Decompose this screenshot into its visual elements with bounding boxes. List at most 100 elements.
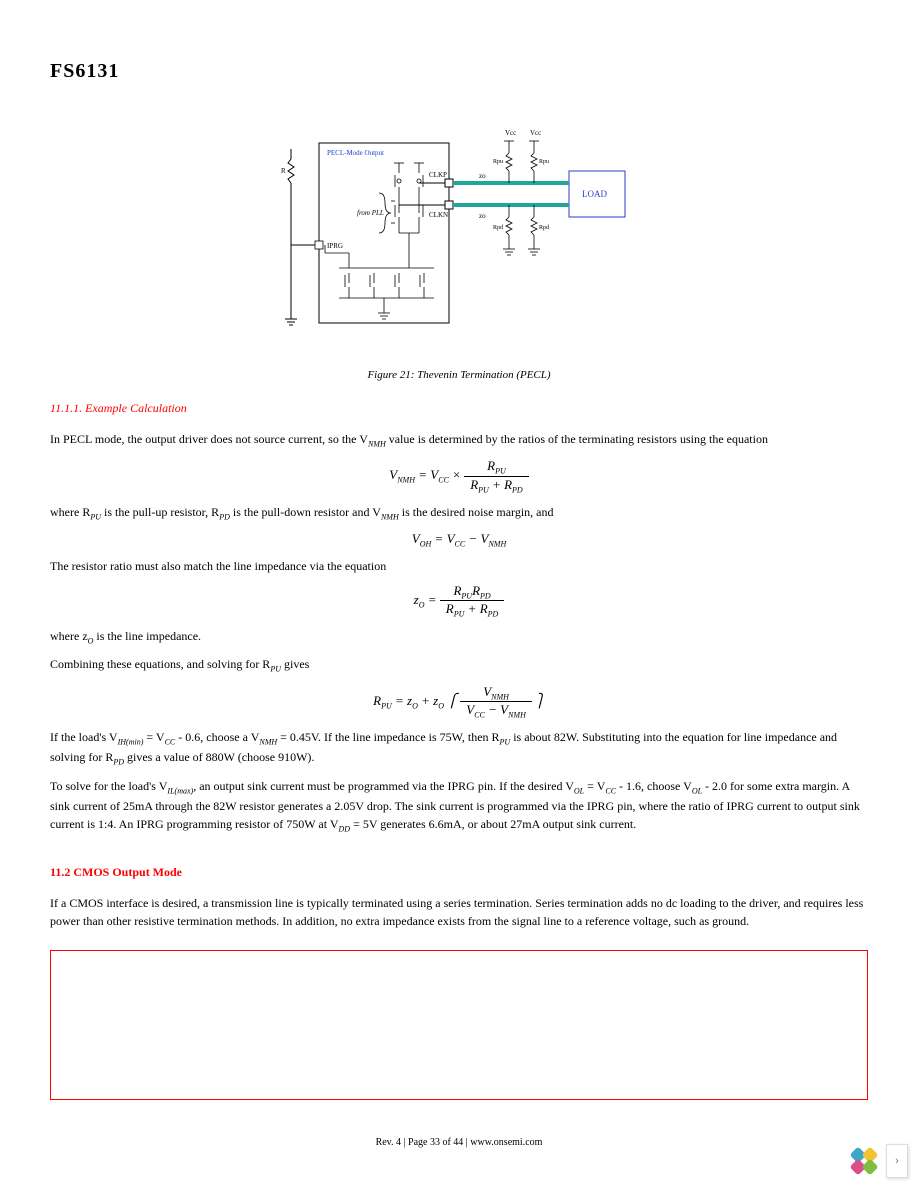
eq4-plus1: + [421, 693, 433, 708]
eq1-lhs-sub: NMH [397, 476, 415, 485]
eq3-dena: R [446, 601, 454, 616]
p2c: is the pull-down resistor and V [230, 505, 381, 519]
clkp-label: CLKP [429, 171, 447, 179]
clover-logo-icon [850, 1147, 878, 1175]
eq4-dena: V [466, 702, 474, 717]
rpu-1: Rpu [493, 159, 503, 165]
eq1-plus: + [489, 477, 504, 492]
eq3-plus: + [464, 601, 479, 616]
p4a: where z [50, 629, 88, 643]
equation-3: zO = RPURPD RPU + RPD [50, 583, 868, 619]
p6b-sub: CC [165, 737, 176, 746]
figure-21-caption: Figure 21: Thevenin Termination (PECL) [50, 369, 868, 381]
paragraph-2: where RPU is the pull-up resistor, RPD i… [50, 503, 868, 523]
eq4-dena-sub: CC [474, 711, 485, 720]
eq4-minus: − [485, 702, 500, 717]
eq4-denb: V [500, 702, 508, 717]
block-label: PECL-Mode Output [327, 149, 384, 157]
section-11-1-1-heading: 11.1.1. Example Calculation [50, 401, 868, 416]
empty-red-bordered-box [50, 950, 868, 1100]
eq3-lhs-sub: O [419, 600, 425, 609]
eq4-num-sub: NMH [491, 692, 509, 701]
zo-bot: zo [479, 212, 486, 220]
p5b: gives [281, 657, 309, 671]
p5a: Combining these equations, and solving f… [50, 657, 270, 671]
thevenin-termination-diagram: PECL-Mode Output from PLL IPRG R [279, 123, 639, 353]
section-11-2-heading: 11.2 CMOS Output Mode [50, 865, 868, 880]
p1a-sub: NMH [368, 439, 386, 448]
p2d: is the desired noise margin, and [399, 505, 554, 519]
rpd-2: Rpd [539, 225, 549, 231]
viewer-nav-widget: › [850, 1144, 908, 1178]
eq1-dena-sub: PU [478, 486, 489, 495]
next-page-button[interactable]: › [886, 1144, 908, 1178]
eq2-b-sub: NMH [488, 540, 506, 549]
equation-1: VNMH = VCC × RPU RPU + RPD [50, 458, 868, 494]
p6b: = V [143, 730, 164, 744]
eq4-denb-sub: NMH [508, 711, 526, 720]
eq4-b-sub: O [438, 701, 444, 710]
eq2-minus: − [468, 531, 480, 546]
eq1-times: × [452, 467, 464, 482]
eq4-rbr: ⎫ [535, 693, 545, 708]
p7c-sub: CC [605, 786, 616, 795]
eq2-lhs-sub: OH [420, 540, 432, 549]
eq1-v-sub: CC [438, 476, 449, 485]
p1b: value is determined by the ratios of the… [386, 432, 768, 446]
figure-21-container: PECL-Mode Output from PLL IPRG R [50, 123, 868, 381]
eq2-lhs: V [412, 531, 420, 546]
p6e-sub: PD [113, 758, 124, 767]
p6d-sub: PU [500, 737, 511, 746]
p2b-sub: PD [219, 512, 230, 521]
page-footer: Rev. 4 | Page 33 of 44 | www.onsemi.com [0, 1137, 918, 1148]
eq3-numb-sub: PD [480, 591, 491, 600]
p7a-sub: IL(max) [167, 786, 193, 795]
p4b: is the line impedance. [93, 629, 201, 643]
eq1-eq: = [418, 467, 430, 482]
eq4-num: V [483, 684, 491, 699]
p6d: = 0.45V. If the line impedance is 75W, t… [277, 730, 499, 744]
p7b-sub: OL [574, 786, 584, 795]
eq3-denb: R [480, 601, 488, 616]
paragraph-6: If the load's VIH(min) = VCC - 0.6, choo… [50, 728, 868, 769]
eq4-a-sub: O [412, 701, 418, 710]
p2b: is the pull-up resistor, R [101, 505, 219, 519]
p2a-sub: PU [90, 512, 101, 521]
paragraph-3: The resistor ratio must also match the l… [50, 557, 868, 575]
eq3-numb: R [472, 583, 480, 598]
equation-2: VOH = VCC − VNMH [50, 531, 868, 549]
eq1-dena: R [470, 477, 478, 492]
eq2-a-sub: CC [455, 540, 466, 549]
eq3-denb-sub: PD [488, 610, 499, 619]
p7d: - 1.6, choose V [616, 779, 692, 793]
equation-4: RPU = zO + zO ⎧ VNMH VCC − VNMH ⎫ [50, 684, 868, 720]
eq3-numa-sub: PU [461, 591, 472, 600]
eq1-num-sub: PU [495, 467, 506, 476]
eq2-a: V [447, 531, 455, 546]
p7e-sub: DD [339, 824, 351, 833]
rpd-1: Rpd [493, 225, 503, 231]
p6a-sub: IH(min) [118, 737, 144, 746]
eq2-eq: = [435, 531, 447, 546]
paragraph-1: In PECL mode, the output driver does not… [50, 430, 868, 450]
paragraph-5: Combining these equations, and solving f… [50, 655, 868, 675]
paragraph-7: To solve for the load's VIL(max), an out… [50, 777, 868, 836]
eq4-eq: = [395, 693, 407, 708]
eq4-lbr: ⎧ [447, 693, 457, 708]
p7b: , an output sink current must be program… [193, 779, 574, 793]
clkn-label: CLKN [429, 211, 448, 219]
load-label: LOAD [582, 189, 607, 199]
eq3-dena-sub: PU [454, 610, 465, 619]
rpu-2: Rpu [539, 159, 549, 165]
r-left-label: R [281, 167, 286, 175]
vcc-1: Vcc [505, 129, 516, 137]
vcc-2: Vcc [530, 129, 541, 137]
eq1-denb-sub: PD [512, 486, 523, 495]
p1a: In PECL mode, the output driver does not… [50, 432, 368, 446]
p6c-sub: NMH [259, 737, 277, 746]
from-pll-label: from PLL [357, 209, 384, 217]
p7f: = 5V generates 6.6mA, or about 27mA outp… [350, 817, 636, 831]
iprg-label: IPRG [327, 242, 343, 250]
eq1-num: R [487, 458, 495, 473]
part-number-heading: FS6131 [50, 60, 868, 83]
